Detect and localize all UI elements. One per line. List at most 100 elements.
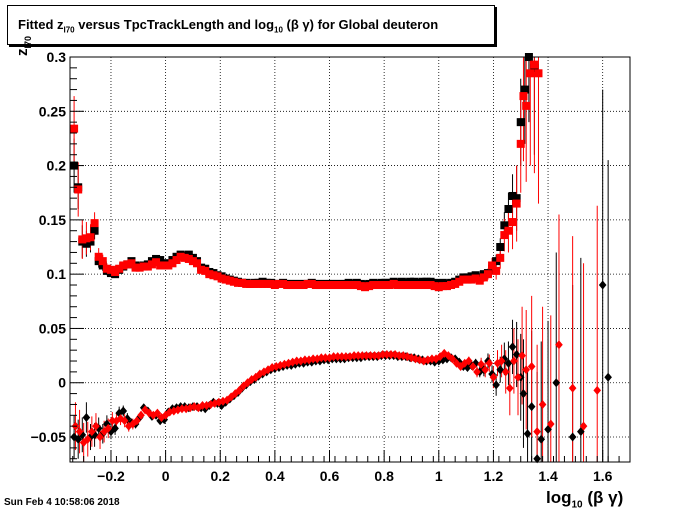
data-point-square [328,281,337,290]
y-tick-label: 0.3 [47,49,67,65]
data-point-square [160,261,169,270]
data-point-diamond [501,367,510,377]
data-point-square [156,261,165,270]
data-point-square [406,281,415,290]
data-point-diamond [358,351,367,361]
data-point-square [516,118,525,127]
data-point-diamond [370,351,379,361]
data-point-square [193,259,202,268]
data-point-square [336,281,345,290]
data-point-square [279,279,288,288]
data-point-square [70,124,79,133]
data-point-square [508,218,517,227]
data-point-square [348,281,357,290]
data-point-square [258,279,267,288]
data-point-square [307,279,316,288]
data-point-diamond [239,381,248,391]
data-point-diamond [124,421,133,431]
data-point-diamond [473,367,481,377]
data-point-square [340,281,349,290]
data-point-square [389,279,398,288]
data-point-diamond [407,353,416,363]
data-point-diamond [165,407,174,417]
data-point-square [180,253,189,262]
data-point-square [111,267,120,276]
y-tick-label: 0.1 [47,266,67,282]
x-tick-label: 1 [435,468,443,484]
data-point-diamond [190,402,199,412]
data-point-square [504,226,513,235]
date-stamp: Sun Feb 4 10:58:06 2018 [4,497,120,508]
data-point-square [90,226,99,235]
data-point-square [397,281,406,290]
x-tick-label: 1.6 [593,468,613,484]
data-point-diamond [104,423,113,433]
data-point-square [188,257,197,266]
data-point-diamond [362,351,371,361]
data-point-diamond [428,354,436,364]
data-point-diamond [108,416,117,426]
x-axis-label: log10 (β γ) [546,488,623,510]
data-point-diamond [510,356,518,366]
data-point-diamond [488,369,496,379]
data-point-diamond [366,351,375,361]
data-point-diamond [137,410,145,420]
data-point-square [492,266,501,275]
data-point-diamond [350,351,358,361]
data-point-diamond [604,372,612,382]
data-point-square [123,260,132,269]
x-label-main: log [546,488,572,507]
data-point-square [365,282,374,291]
data-point-diamond [469,361,477,371]
data-point-diamond [297,356,305,366]
data-point-diamond [333,352,342,362]
data-point-square [94,252,103,261]
data-point-diamond [111,423,119,433]
data-point-square [98,261,107,270]
data-point-square [127,259,136,268]
data-point-square [217,274,226,283]
y-label-main: z [14,48,31,57]
data-point-square [152,258,161,267]
data-point-square [512,194,521,203]
data-point-square [295,281,304,290]
data-point-diamond [395,351,403,361]
data-point-square [324,281,333,290]
chart-title: Fitted zI70 versus TpcTrackLength and lo… [18,17,438,35]
data-point-square [147,260,156,269]
data-point-square [463,275,472,284]
data-point-diamond [157,412,166,422]
data-point-square [246,279,255,288]
data-point-square [205,270,214,279]
data-point-square [254,279,263,288]
data-point-diamond [492,380,500,390]
data-point-square [287,281,296,290]
title-sub-i70: I70 [63,25,75,35]
data-point-square [78,235,87,244]
chart-title-box: Fitted zI70 versus TpcTrackLength and lo… [7,5,495,45]
data-point-square [500,231,509,240]
title-text-pre: Fitted z [18,17,64,32]
data-point-square [98,257,107,266]
data-point-diamond [301,355,309,365]
x-tick-label: 0 [162,468,170,484]
data-point-diamond [235,385,244,395]
data-markers [70,53,612,464]
data-point-diamond [321,353,330,363]
data-point-diamond [217,401,226,411]
data-point-square [250,279,259,288]
data-point-diamond [399,351,408,361]
data-point-square [139,262,148,271]
data-point-diamond [178,404,186,414]
title-text-mid: versus TpcTrackLength and log [74,17,275,32]
data-point-square [438,282,447,291]
data-point-square [74,185,83,194]
data-point-diamond [523,429,532,439]
data-point-square [393,281,402,290]
data-point-square [508,191,517,200]
data-point-square [303,279,312,288]
data-point-diamond [329,352,338,362]
data-point-diamond [527,361,536,371]
data-point-square [512,199,521,208]
data-point-square [479,273,488,282]
